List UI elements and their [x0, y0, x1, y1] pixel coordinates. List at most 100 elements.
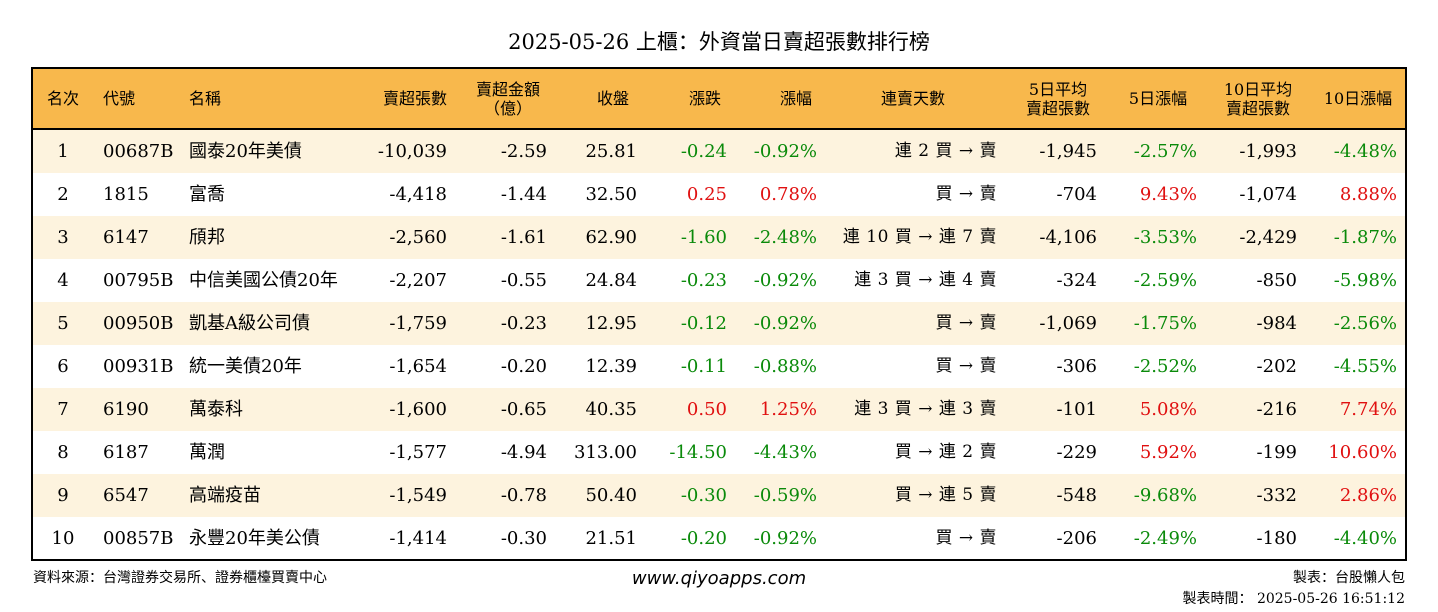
header-sell-amount: 賣超金額 （億）: [463, 69, 553, 128]
cell-pct5: -1.75%: [1133, 313, 1197, 334]
cell-sell-lots: -1,600: [389, 399, 447, 420]
cell-sell-lots: -1,549: [389, 485, 447, 506]
header-line: 名稱: [189, 89, 222, 108]
cell-avg10: -180: [1256, 528, 1297, 549]
cell-rank: 1: [57, 141, 69, 162]
cell-change: -0.20: [680, 528, 727, 549]
cell-streak: 買 → 連 5 賣: [894, 485, 997, 505]
table-header: 名次 代號 名稱 賣超張數 賣超金額 （億） 收盤 漲跌 漲幅 連賣天數 5日平均 賣超張數 5日漲幅 1…: [33, 69, 1405, 130]
cell-code: 00931B: [103, 356, 174, 377]
table-row[interactable]: 5 00950B 凱基A級公司債 -1,759 -0.23 12.95 -0.12 -0.92…: [33, 302, 1405, 345]
cell-code: 6187: [103, 442, 149, 463]
table-row[interactable]: 8 6187 萬潤 -1,577 -4.94 313.00 -14.50 -4.43% 買 → …: [33, 431, 1405, 474]
header-sell-lots: 賣超張數: [353, 69, 447, 128]
header-line: 賣超金額: [475, 79, 540, 99]
page-title: 2025-05-26 上櫃：外資當日賣超張數排行榜: [508, 30, 930, 54]
cell-avg10: -202: [1256, 356, 1297, 377]
cell-close: 21.51: [585, 528, 637, 549]
header-line: 10日平均: [1223, 79, 1293, 99]
header-line: （億）: [483, 98, 532, 118]
cell-pct10: 7.74%: [1339, 399, 1397, 420]
cell-pct5: -2.57%: [1133, 141, 1197, 162]
cell-pct10: -2.56%: [1333, 313, 1397, 334]
header-close: 收盤: [578, 69, 648, 128]
cell-close: 50.40: [585, 485, 637, 506]
cell-sell-lots: -1,577: [389, 442, 447, 463]
cell-pct5: -9.68%: [1133, 485, 1197, 506]
cell-avg5: -548: [1056, 485, 1097, 506]
table-row[interactable]: 10 00857B 永豐20年美公債 -1,414 -0.30 21.51 -0.20 -0.…: [33, 517, 1405, 559]
cell-sell-amount: -0.55: [500, 270, 547, 291]
header-line: 漲跌: [688, 89, 721, 108]
cell-pct5: 5.08%: [1139, 399, 1197, 420]
header-line: 收盤: [596, 89, 629, 108]
cell-name: 中信美國公債20年: [189, 270, 338, 291]
cell-streak: 連 10 買 → 連 7 賣: [842, 227, 997, 247]
cell-sell-lots: -1,654: [389, 356, 447, 377]
cell-pct: -0.92%: [753, 528, 817, 549]
cell-rank: 4: [57, 270, 69, 291]
table-row[interactable]: 7 6190 萬泰科 -1,600 -0.65 40.35 0.50 1.25% 連 3 買 →…: [33, 388, 1405, 431]
cell-close: 25.81: [585, 141, 637, 162]
table-row[interactable]: 9 6547 高端疫苗 -1,549 -0.78 50.40 -0.30 -0.59% 買 → …: [33, 474, 1405, 517]
cell-rank: 9: [57, 485, 69, 506]
cell-avg10: -850: [1256, 270, 1297, 291]
cell-pct: -0.92%: [753, 270, 817, 291]
header-line: 5日平均: [1028, 79, 1088, 99]
cell-pct: -0.59%: [753, 485, 817, 506]
cell-name: 永豐20年美公債: [189, 528, 320, 549]
header-line: 10日漲幅: [1323, 89, 1393, 108]
cell-change: -1.60: [680, 227, 727, 248]
cell-code: 00795B: [103, 270, 174, 291]
cell-change: -14.50: [669, 442, 727, 463]
cell-streak: 連 3 買 → 連 4 賣: [854, 270, 997, 290]
header-pct5: 5日漲幅: [1118, 69, 1198, 128]
table-row[interactable]: 4 00795B 中信美國公債20年 -2,207 -0.55 24.84 -0.23 -0.…: [33, 259, 1405, 302]
cell-pct10: 10.60%: [1328, 442, 1397, 463]
cell-close: 313.00: [574, 442, 637, 463]
cell-name: 國泰20年美債: [189, 141, 302, 162]
cell-streak: 連 2 買 → 賣: [894, 141, 997, 161]
header-streak: 連賣天數: [833, 69, 993, 128]
cell-pct: -4.43%: [753, 442, 817, 463]
header-line: 漲幅: [779, 89, 812, 108]
cell-streak: 買 → 賣: [935, 313, 997, 333]
cell-name: 頎邦: [189, 227, 225, 248]
table-row[interactable]: 2 1815 富喬 -4,418 -1.44 32.50 0.25 0.78% 買 → 賣 -70…: [33, 173, 1405, 216]
cell-sell-amount: -0.78: [500, 485, 547, 506]
table-row[interactable]: 1 00687B 國泰20年美債 -10,039 -2.59 25.81 -0.24 -0.9…: [33, 130, 1405, 173]
website-link[interactable]: www.qiyoapps.com: [631, 568, 807, 589]
cell-avg5: -1,945: [1039, 141, 1097, 162]
cell-sell-amount: -0.23: [500, 313, 547, 334]
cell-rank: 5: [57, 313, 69, 334]
cell-streak: 買 → 賣: [935, 528, 997, 548]
table-row[interactable]: 6 00931B 統一美債20年 -1,654 -0.20 12.39 -0.11 -0.88…: [33, 345, 1405, 388]
cell-rank: 2: [57, 184, 69, 205]
cell-avg10: -1,074: [1239, 184, 1297, 205]
header-pct: 漲幅: [756, 69, 836, 128]
table-row[interactable]: 3 6147 頎邦 -2,560 -1.61 62.90 -1.60 -2.48% 連 10 買…: [33, 216, 1405, 259]
cell-sell-lots: -1,414: [389, 528, 447, 549]
cell-pct10: 8.88%: [1339, 184, 1397, 205]
cell-avg5: -1,069: [1039, 313, 1097, 334]
cell-avg10: -2,429: [1239, 227, 1297, 248]
cell-code: 6547: [103, 485, 149, 506]
cell-code: 1815: [103, 184, 149, 205]
cell-rank: 6: [57, 356, 69, 377]
cell-change: -0.30: [680, 485, 727, 506]
cell-rank: 8: [57, 442, 69, 463]
cell-streak: 連 3 買 → 連 3 賣: [854, 399, 997, 419]
cell-pct10: -4.40%: [1333, 528, 1397, 549]
cell-pct5: 5.92%: [1139, 442, 1197, 463]
cell-pct: -0.88%: [753, 356, 817, 377]
cell-change: -0.23: [680, 270, 727, 291]
header-line: 賣超張數: [382, 89, 447, 108]
cell-sell-amount: -1.44: [500, 184, 547, 205]
cell-rank: 3: [57, 227, 69, 248]
cell-avg5: -4,106: [1039, 227, 1097, 248]
cell-close: 40.35: [585, 399, 637, 420]
cell-sell-amount: -0.20: [500, 356, 547, 377]
cell-avg10: -199: [1256, 442, 1297, 463]
cell-change: 0.50: [686, 399, 727, 420]
header-avg10: 10日平均 賣超張數: [1213, 69, 1303, 128]
